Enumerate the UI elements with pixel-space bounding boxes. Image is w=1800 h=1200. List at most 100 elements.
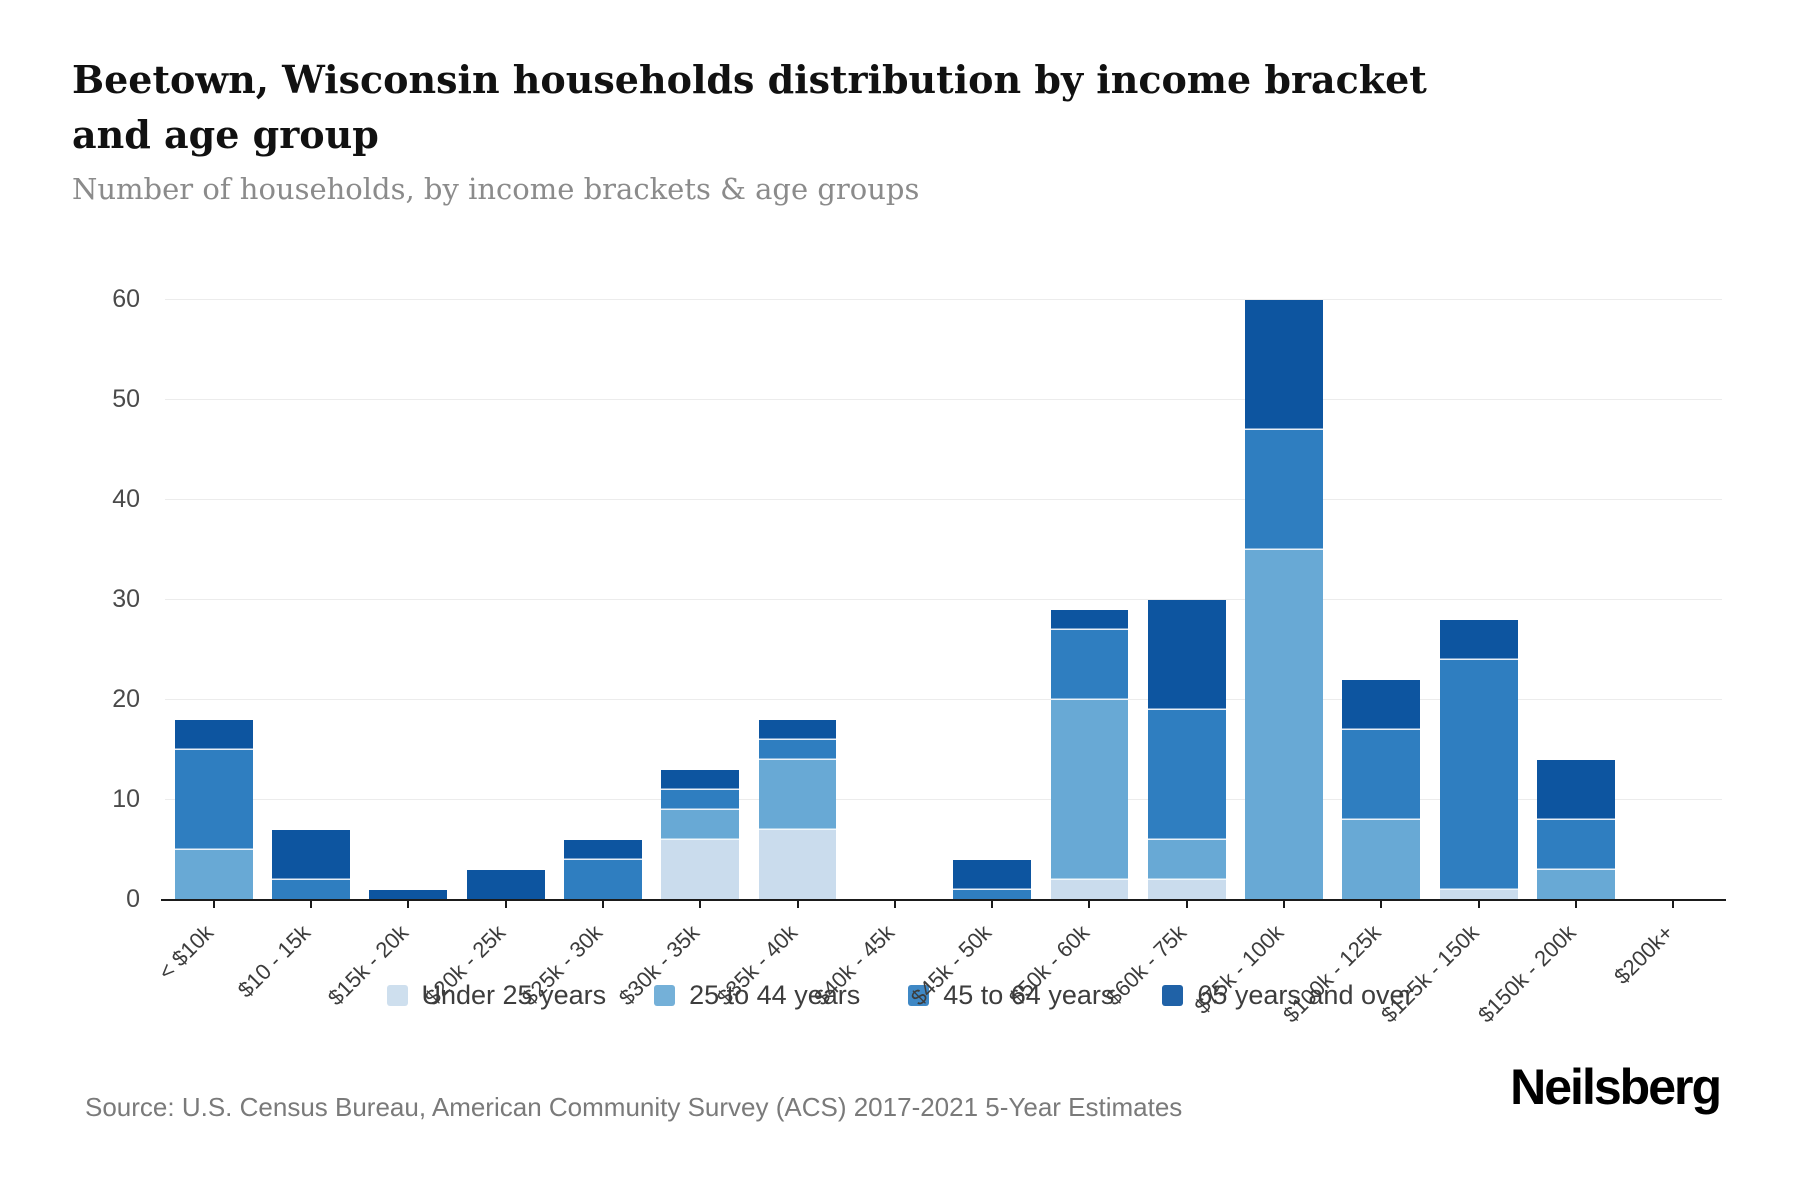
stacked-bar bbox=[1439, 300, 1518, 900]
x-axis-tick bbox=[1477, 901, 1480, 908]
x-axis-tick bbox=[212, 901, 215, 908]
stacked-bar bbox=[661, 300, 740, 900]
bar-segment[interactable] bbox=[953, 890, 1032, 900]
bar-column: $40k - 45k bbox=[809, 300, 943, 1010]
x-axis-tick bbox=[1088, 901, 1091, 908]
bar-column: $75k - 100k bbox=[1190, 300, 1332, 1019]
bar-segment[interactable] bbox=[661, 790, 740, 810]
neilsberg-logo: Neilsberg bbox=[1510, 1059, 1722, 1115]
stacked-bar bbox=[272, 300, 350, 900]
bar-segment[interactable] bbox=[1147, 710, 1226, 840]
x-axis-tick bbox=[796, 901, 799, 908]
bar-column: $200k+ bbox=[1609, 300, 1722, 989]
bar-column: $35k - 40k bbox=[712, 300, 846, 1010]
stacked-bar bbox=[369, 300, 448, 900]
bar-column: $15k - 20k bbox=[322, 300, 457, 1010]
bar-column: $150k - 200k bbox=[1473, 300, 1624, 1027]
y-axis-tick-label: 20 bbox=[112, 685, 140, 713]
x-axis-tick bbox=[1283, 901, 1286, 908]
y-axis-tick-label: 40 bbox=[112, 485, 140, 513]
bar-segment[interactable] bbox=[466, 870, 545, 900]
x-axis-tick bbox=[699, 901, 702, 908]
bar-segment[interactable] bbox=[369, 890, 448, 900]
stacked-bar bbox=[1634, 300, 1712, 900]
bar-segment[interactable] bbox=[1147, 840, 1226, 880]
legend-swatch bbox=[654, 985, 676, 1006]
bar-segment[interactable] bbox=[1439, 660, 1518, 890]
stacked-bar bbox=[174, 300, 253, 900]
x-axis-tick bbox=[601, 901, 604, 908]
bar-segment[interactable] bbox=[1050, 700, 1129, 880]
bar-column: $50k - 60k bbox=[1004, 300, 1138, 1010]
bar-segment[interactable] bbox=[174, 850, 253, 900]
bar-column: < $10k bbox=[153, 300, 262, 985]
bar-segment[interactable] bbox=[174, 750, 253, 850]
bar-segment[interactable] bbox=[758, 740, 837, 760]
bar-segment[interactable] bbox=[1342, 680, 1421, 730]
x-axis-tick bbox=[309, 901, 312, 908]
legend-item[interactable]: Under 25 years bbox=[386, 980, 607, 1011]
stacked-bar bbox=[1147, 300, 1226, 900]
legend-item[interactable]: 45 to 64 years bbox=[908, 980, 1114, 1011]
y-axis-tick-label: 50 bbox=[112, 385, 140, 413]
bar-column: $25k - 30k bbox=[517, 300, 651, 1010]
bar-segment[interactable] bbox=[174, 720, 253, 750]
bar-column: $100k - 125k bbox=[1278, 300, 1430, 1027]
x-axis-tick bbox=[1380, 901, 1383, 908]
gridline-y-30 bbox=[165, 599, 1722, 600]
x-axis-tick-label: $150k - 200k bbox=[1472, 919, 1581, 1028]
bar-segment[interactable] bbox=[758, 720, 837, 740]
legend-label: 25 to 44 years bbox=[689, 980, 861, 1010]
legend-item[interactable]: 65 years and over bbox=[1162, 980, 1414, 1011]
legend-item[interactable]: 25 to 44 years bbox=[654, 980, 860, 1011]
source-note: Source: U.S. Census Bureau, American Com… bbox=[85, 1092, 1183, 1122]
legend-label: Under 25 years bbox=[421, 980, 607, 1010]
legend-swatch bbox=[908, 985, 930, 1006]
gridline-y-40 bbox=[165, 499, 1722, 500]
bar-segment[interactable] bbox=[1439, 620, 1518, 660]
gridline-y-10 bbox=[165, 799, 1722, 800]
legend-label: 65 years and over bbox=[1197, 980, 1414, 1010]
bar-segment[interactable] bbox=[1147, 880, 1226, 900]
bar-segment[interactable] bbox=[661, 810, 740, 840]
y-axis-tick-label: 30 bbox=[112, 585, 140, 613]
stacked-bar bbox=[563, 300, 642, 900]
bar-segment[interactable] bbox=[563, 840, 642, 860]
x-axis-tick-label: < $10k bbox=[153, 919, 219, 985]
bar-segment[interactable] bbox=[1537, 760, 1615, 820]
bar-segment[interactable] bbox=[1439, 890, 1518, 900]
bar-segment[interactable] bbox=[1537, 870, 1615, 900]
legend-swatch bbox=[1162, 985, 1184, 1006]
bar-column: $45k - 50k bbox=[906, 300, 1041, 1010]
bar-segment[interactable] bbox=[758, 830, 837, 900]
bar-segment[interactable] bbox=[1537, 820, 1615, 870]
bar-segment[interactable] bbox=[758, 760, 837, 830]
legend-label: 45 to 64 years bbox=[943, 980, 1115, 1010]
bar-segment[interactable] bbox=[272, 830, 350, 880]
bar-segment[interactable] bbox=[1050, 630, 1129, 700]
x-axis-tick bbox=[407, 901, 410, 908]
bar-segment[interactable] bbox=[1050, 880, 1129, 900]
bar-segment[interactable] bbox=[1245, 300, 1323, 430]
bar-segment[interactable] bbox=[1245, 550, 1323, 900]
stacked-bar bbox=[1245, 300, 1323, 900]
bar-segment[interactable] bbox=[1147, 600, 1226, 710]
bar-segment[interactable] bbox=[272, 880, 350, 900]
bar-column: $10 - 15k bbox=[233, 300, 359, 1002]
legend-swatch bbox=[386, 985, 408, 1006]
stacked-bar bbox=[1537, 300, 1615, 900]
x-axis-tick bbox=[893, 901, 896, 908]
gridline-y-60 bbox=[165, 299, 1722, 300]
bar-segment[interactable] bbox=[661, 840, 740, 900]
bar-segment[interactable] bbox=[953, 860, 1032, 890]
bar-segment[interactable] bbox=[1050, 610, 1129, 630]
bar-segment[interactable] bbox=[563, 860, 642, 900]
bar-segment[interactable] bbox=[1342, 820, 1421, 900]
gridline-y-50 bbox=[165, 399, 1722, 400]
x-axis-tick bbox=[991, 901, 994, 908]
bar-segment[interactable] bbox=[661, 770, 740, 790]
bar-segment[interactable] bbox=[1342, 730, 1421, 820]
x-axis-tick bbox=[1185, 901, 1188, 908]
bar-segment[interactable] bbox=[1245, 430, 1323, 550]
